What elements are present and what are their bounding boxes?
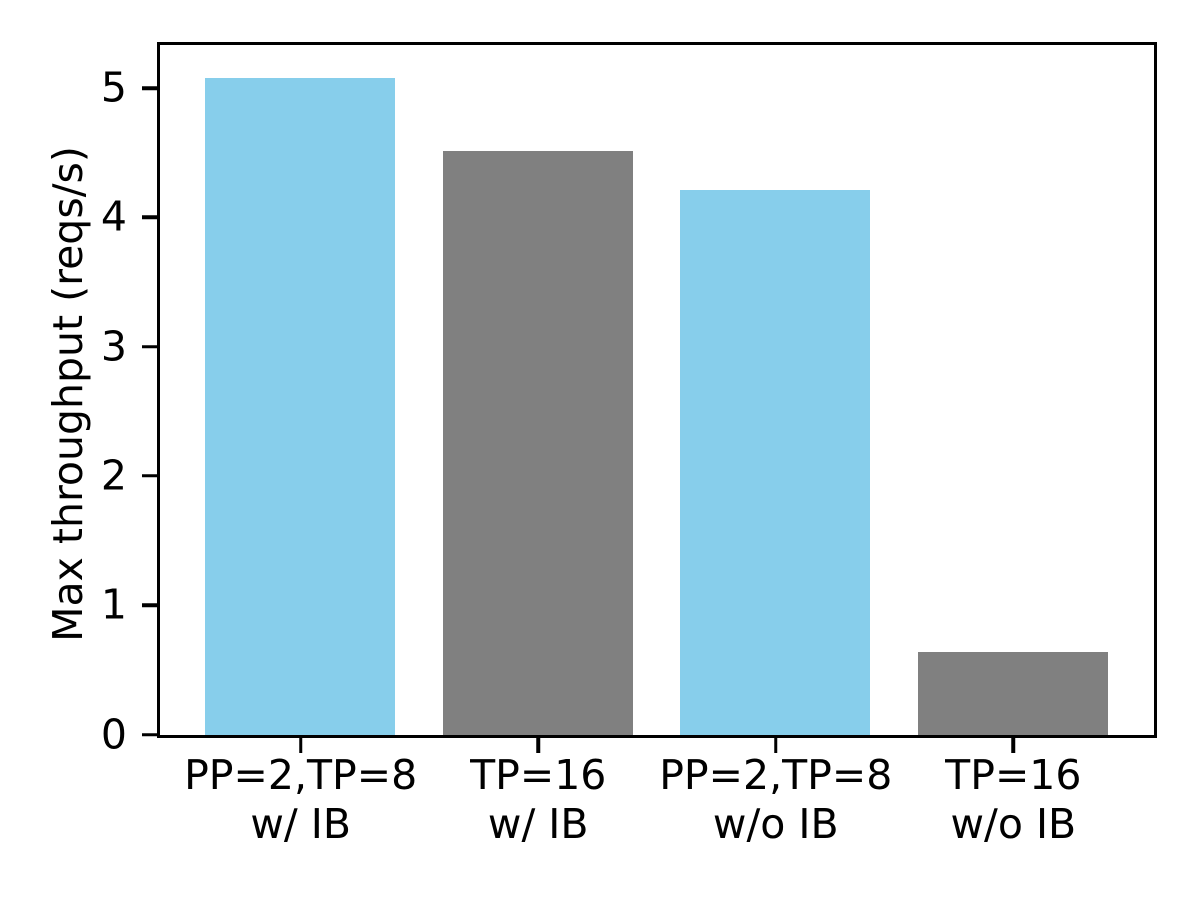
y-tick-label-1: 1: [100, 580, 127, 629]
x-tick-mark-tp-16-w-o-ib: [1011, 738, 1016, 753]
x-tick-label-tp-16-w-ib: TP=16 w/ IB: [470, 751, 606, 849]
x-tick-label-line: w/ IB: [487, 800, 589, 849]
x-tick-label-pp-2-tp-8-w-ib: PP=2,TP=8 w/ IB: [184, 751, 417, 849]
x-tick-label-line: w/o IB: [712, 800, 839, 849]
x-tick-mark-pp-2-tp-8-w-ib: [298, 738, 303, 753]
y-tick-label-0: 0: [100, 710, 127, 758]
bar-tp-16-w-o-ib: [917, 652, 1108, 735]
x-tick-label-line: w/o IB: [950, 800, 1077, 849]
x-tick-label-line: PP=2,TP=8: [184, 751, 418, 799]
x-tick-label-line: TP=16: [470, 751, 607, 799]
x-tick-mark-pp-2-tp-8-w-o-ib: [774, 738, 778, 753]
bar-tp-16-w-ib: [442, 150, 633, 735]
y-tick-mark-0: [142, 732, 157, 737]
x-tick-label-line: TP=16: [945, 751, 1082, 799]
x-tick-label-line: w/ IB: [250, 800, 351, 849]
x-tick-label-line: PP=2,TP=8: [659, 751, 893, 799]
y-tick-mark-1: [142, 603, 157, 607]
x-tick-label-pp-2-tp-8-w-o-ib: PP=2,TP=8 w/o IB: [659, 751, 892, 849]
x-tick-mark-tp-16-w-ib: [536, 738, 540, 753]
bar-pp-2-tp-8-w-o-ib: [680, 189, 871, 735]
y-tick-label-4: 4: [100, 192, 127, 241]
y-tick-label-3: 3: [100, 322, 127, 371]
x-tick-label-tp-16-w-o-ib: TP=16 w/o IB: [945, 751, 1081, 849]
y-tick-mark-3: [142, 344, 157, 349]
y-tick-label-2: 2: [100, 451, 127, 500]
y-tick-label-5: 5: [100, 63, 127, 112]
y-tick-mark-4: [142, 215, 157, 220]
y-tick-mark-2: [142, 474, 157, 478]
y-tick-mark-5: [142, 86, 157, 90]
bar-pp-2-tp-8-w-ib: [205, 78, 396, 735]
plot-area: [157, 42, 1157, 738]
